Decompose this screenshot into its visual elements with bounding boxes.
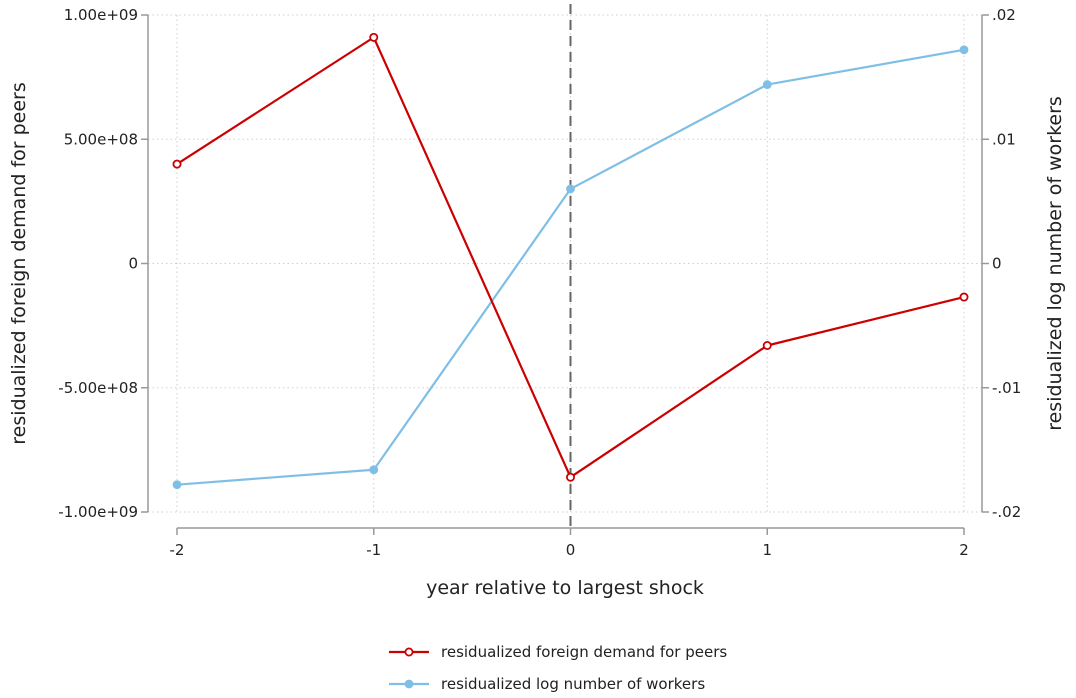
workers-series-point — [762, 80, 772, 89]
workers-series-point — [959, 45, 969, 55]
workers-series-point — [566, 184, 575, 194]
tick-marks-and-labels: 1.00e+09 5.00e+08 0 -5.00e+08 -1.00e+09 .02 .0… — [58, 6, 1021, 559]
right-y-tick-label: -.01 — [992, 379, 1021, 397]
left-y-tick-label: 5.00e+08 — [64, 130, 138, 148]
left-y-tick-label: -5.00e+08 — [58, 379, 138, 397]
gridlines — [148, 14, 982, 513]
data-series — [172, 32, 969, 490]
right-y-tick-label: -.02 — [992, 503, 1021, 521]
legend-label-workers: residualized log number of workers — [441, 675, 705, 693]
left-y-axis-title: residualized foreign demand for peers — [8, 82, 30, 445]
right-y-tick-label: .02 — [992, 6, 1016, 24]
x-tick-label: 0 — [566, 541, 576, 559]
x-tick-label: -1 — [366, 541, 381, 559]
right-y-tick-label: .01 — [992, 130, 1016, 148]
peer-demand-series-point — [566, 472, 576, 482]
x-axis-title: year relative to largest shock — [426, 577, 704, 599]
left-y-tick-label: -1.00e+09 — [58, 503, 138, 521]
peer-demand-series-point — [959, 292, 969, 302]
legend-marker-workers — [404, 679, 414, 689]
peer-demand-series-point — [172, 159, 182, 169]
left-y-tick-label: 0 — [128, 255, 138, 273]
workers-series-point — [172, 480, 182, 490]
x-tick-label: -2 — [170, 541, 185, 559]
peer-demand-series-point — [369, 32, 379, 42]
right-y-axis-title: residualized log number of workers — [1044, 96, 1066, 431]
x-tick-label: 1 — [762, 541, 772, 559]
legend: residualized foreign demand for peers res… — [389, 643, 727, 693]
workers-series-point — [369, 465, 379, 475]
x-tick-label: 2 — [959, 541, 969, 559]
left-y-tick-label: 1.00e+09 — [64, 6, 138, 24]
right-y-tick-label: 0 — [992, 255, 1002, 273]
peer-demand-series-point — [762, 341, 772, 351]
axes — [147, 15, 983, 529]
legend-marker-peer-demand — [404, 647, 414, 657]
legend-label-peer-demand: residualized foreign demand for peers — [441, 643, 727, 661]
